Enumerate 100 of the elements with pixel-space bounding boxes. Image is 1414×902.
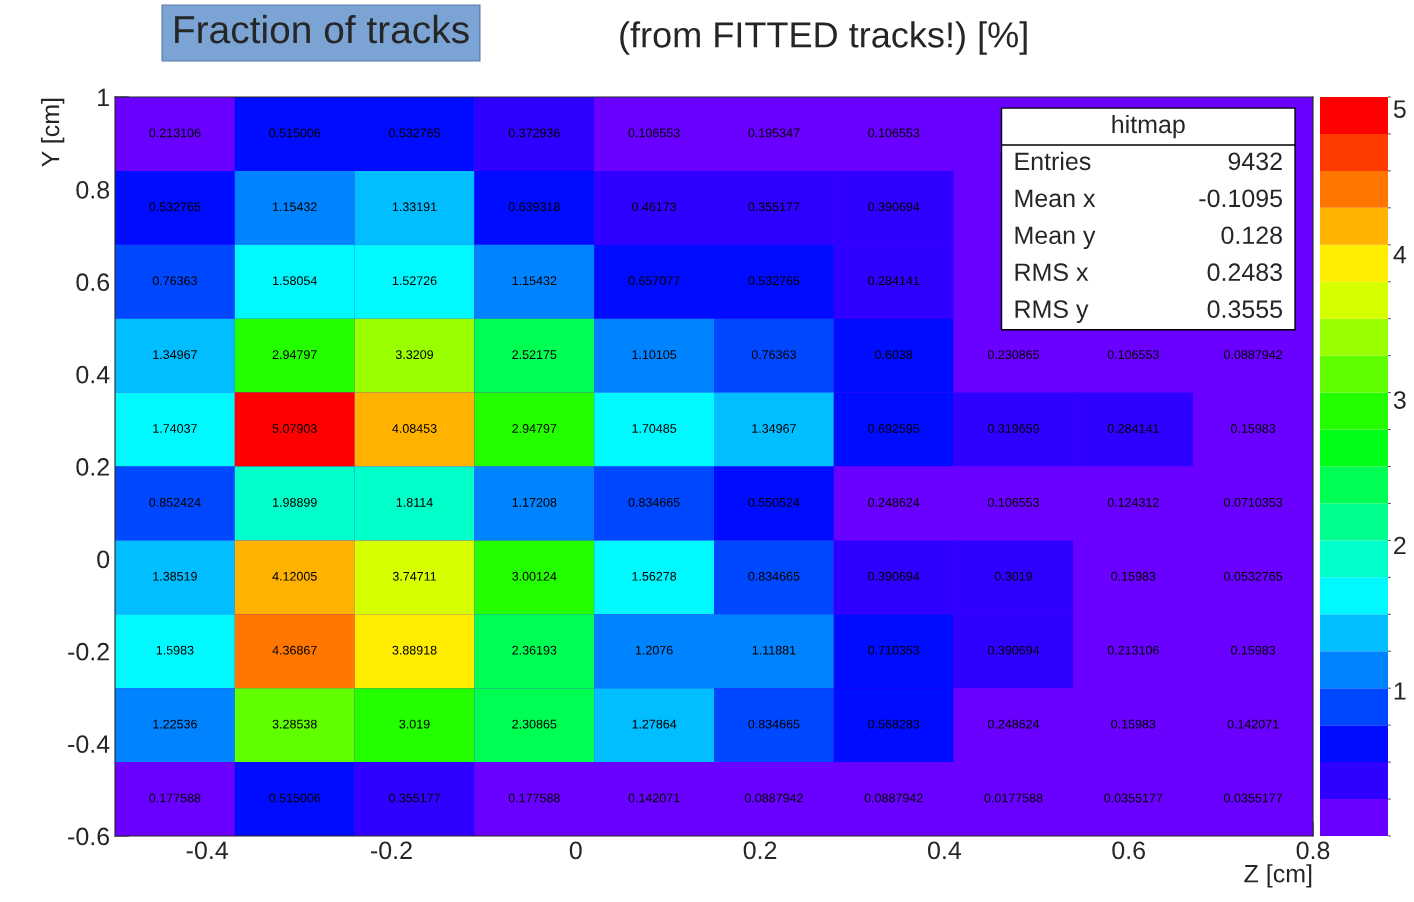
data-label: 0.710353: [868, 645, 920, 655]
data-label: 0.355177: [388, 793, 440, 803]
data-label: 1.27864: [632, 719, 677, 729]
data-label: 0.319659: [987, 424, 1039, 433]
data-label: 0.0887942: [864, 793, 923, 803]
data-label: 0.639318: [508, 202, 560, 212]
x-tick-label: 0.2: [743, 841, 777, 860]
data-label: 1.58054: [273, 276, 317, 286]
data-label: 0.46173: [632, 202, 677, 212]
data-label: 0.568283: [868, 719, 920, 729]
color-bar-label: 4: [1393, 245, 1407, 264]
data-label: 4.08453: [392, 424, 437, 433]
y-tick-label: -0.2: [68, 642, 109, 661]
text: Entries 9432: [1015, 151, 1282, 171]
data-label: 1.15432: [512, 276, 557, 286]
data-label: 0.76363: [152, 276, 197, 286]
data-label: 0.177588: [508, 793, 560, 803]
data-label: 0.3019: [994, 571, 1033, 581]
data-label: 3.28538: [272, 719, 317, 729]
data-label: 0.106553: [628, 128, 680, 138]
x-tick-label: 0.6: [1112, 841, 1145, 860]
data-label: 2.94797: [512, 424, 557, 433]
data-label: 0.124312: [1107, 497, 1159, 507]
data-label: 0.692595: [868, 424, 920, 433]
data-label: 0.106553: [1107, 350, 1159, 360]
data-label: 1.11881: [752, 645, 796, 655]
data-label: 0.106553: [868, 128, 920, 138]
color-bar-label: 3: [1393, 391, 1406, 409]
data-label: 0.852424: [149, 497, 201, 507]
data-label: 0.106553: [987, 497, 1040, 507]
data-label: 0.213106: [149, 128, 201, 138]
data-label: 2.52175: [512, 350, 557, 360]
x-tick-label: 0: [569, 841, 582, 860]
data-label: 0.532765: [388, 128, 441, 138]
data-label: 0.834665: [748, 571, 800, 581]
text: RMS x 0.2483: [1015, 263, 1282, 282]
data-label: 0.248624: [987, 719, 1040, 729]
data-label: 0.550524: [748, 497, 800, 507]
data-label: 4.36867: [272, 645, 317, 655]
y-axis-title: Y [cm]: [40, 98, 65, 167]
data-label: 1.15432: [273, 202, 317, 212]
data-label: 0.15983: [1111, 719, 1156, 729]
data-label: 0.834665: [628, 497, 680, 507]
data-label: 3.3209: [395, 350, 434, 360]
x-tick-label: -0.2: [371, 841, 412, 860]
data-label: 1.34967: [153, 350, 197, 360]
data-label: 0.284141: [868, 276, 920, 286]
x-tick-label: -0.4: [186, 841, 228, 860]
data-label: 0.76363: [751, 350, 796, 360]
data-label: 1.52726: [392, 276, 437, 286]
data-label: 2.36193: [512, 645, 557, 655]
data-label: 0.0887942: [744, 793, 803, 803]
data-label: 0.0887942: [1224, 350, 1283, 360]
data-label: 0.142071: [628, 793, 680, 803]
data-label: 0.15983: [1231, 645, 1276, 655]
data-label: 1.2076: [635, 645, 673, 655]
chart-subtitle: (from FITTED tracks!) [%]: [620, 21, 1027, 55]
x-tick-label: 0.4: [927, 841, 962, 860]
data-label: 0.0532765: [1224, 571, 1283, 581]
data-label: 3.74711: [392, 571, 437, 581]
data-label: 3.019: [399, 719, 430, 729]
data-label: 1.38519: [153, 571, 197, 581]
data-label: 0.15983: [1111, 571, 1156, 581]
data-label: 2.30865: [512, 719, 557, 729]
data-label: 0.515006: [269, 128, 321, 138]
data-label: 0.515006: [269, 793, 321, 803]
data-label: 0.230865: [987, 350, 1040, 360]
y-tick-label: 1: [98, 88, 109, 107]
data-label: 0.213106: [1107, 645, 1159, 655]
data-label: 0.372936: [508, 128, 560, 138]
data-label: 0.142071: [1227, 719, 1279, 729]
data-label: 0.390694: [868, 202, 920, 212]
text: RMS y 0.3555: [1015, 300, 1283, 323]
data-label: 0.284141: [1107, 424, 1159, 433]
y-tick-label: -0.6: [68, 827, 110, 846]
data-label: 0.15983: [1231, 424, 1276, 433]
data-label: 1.22536: [153, 719, 197, 729]
data-label: 2.94797: [272, 350, 317, 360]
x-axis-title: Z [cm]: [1244, 864, 1312, 888]
data-label: 0.532765: [149, 202, 201, 212]
annotation: hitmap: [1112, 114, 1185, 139]
y-tick-label: -0.4: [68, 735, 110, 753]
color-bar-label: 1: [1394, 682, 1406, 700]
data-label: 1.98899: [273, 497, 317, 507]
data-label: 0.0355177: [1224, 793, 1283, 803]
data-label: 1.33191: [392, 202, 437, 212]
data-label: 1.70485: [632, 424, 677, 433]
y-tick-label: 0: [97, 550, 110, 569]
x-tick-label: 0.8: [1296, 841, 1330, 860]
data-label: 1.56278: [632, 571, 677, 581]
data-label: 3.00124: [512, 571, 557, 581]
data-label: 1.10105: [632, 350, 677, 360]
data-label: 0.0710353: [1224, 497, 1283, 507]
y-tick-label: 0.4: [76, 365, 110, 384]
data-label: 3.88918: [392, 645, 437, 655]
chart-title: Fraction of tracks: [175, 14, 469, 44]
text: Mean x -0.1095: [1015, 189, 1283, 208]
data-label: 0.657077: [628, 276, 680, 286]
data-label: 0.0355177: [1104, 793, 1163, 803]
color-bar-label: 5: [1393, 100, 1406, 118]
